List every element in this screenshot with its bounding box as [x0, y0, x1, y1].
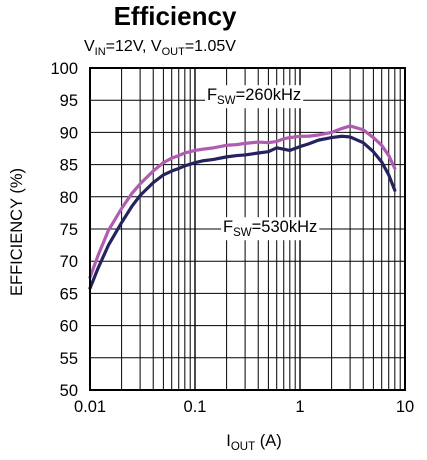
x-axis-ticks: 0.01 0.1 1 10 [74, 398, 414, 416]
y-tick-label: 65 [60, 285, 78, 303]
chart-title: Efficiency [114, 1, 237, 31]
y-tick-label: 95 [60, 92, 78, 110]
y-tick-label: 80 [60, 189, 78, 207]
x-tick-label: 1 [295, 398, 304, 416]
y-axis-label: EFFICIENCY (%) [8, 168, 26, 296]
y-tick-label: 60 [60, 318, 78, 336]
y-tick-label: 75 [60, 221, 78, 239]
chart-subtitle: VIN=12V, VOUT=1.05V [84, 38, 236, 58]
series-label-530khz: FSW=530kHz [223, 218, 317, 239]
data-series [88, 124, 397, 290]
series-label-background [204, 85, 304, 109]
x-tick-label: 10 [396, 398, 414, 416]
curve-labels: FSW=260kHz FSW=530kHz [204, 85, 320, 241]
plot-frame [89, 67, 406, 391]
x-tick-label: 0.1 [184, 398, 207, 416]
y-tick-label: 85 [60, 157, 78, 175]
y-tick-label: 50 [60, 382, 78, 400]
series-label-260khz: FSW=260kHz [207, 86, 301, 107]
y-tick-label: 55 [60, 350, 78, 368]
series-line-530khz [88, 134, 397, 290]
y-tick-label: 90 [60, 124, 78, 142]
x-axis-label: IOUT (A) [226, 432, 281, 453]
y-tick-label: 100 [50, 60, 78, 78]
series-label-background [221, 217, 320, 241]
series-line-260khz [88, 124, 397, 279]
y-axis-ticks: 50 55 60 65 70 75 80 85 90 95 100 [50, 60, 78, 400]
y-tick-label: 70 [60, 253, 78, 271]
x-tick-label: 0.01 [74, 398, 106, 416]
